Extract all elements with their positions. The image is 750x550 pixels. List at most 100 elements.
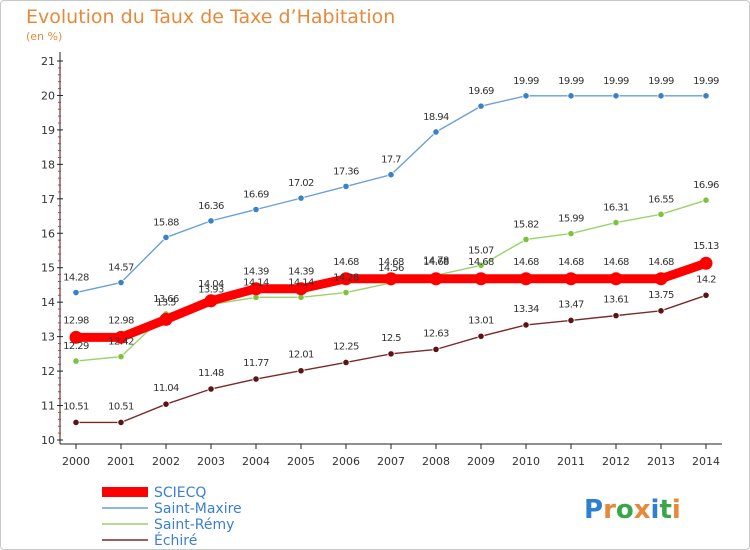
- x-tick-label: 2003: [197, 455, 225, 468]
- logo-letter: r: [603, 495, 616, 525]
- data-label-1: 17.02: [288, 178, 314, 189]
- data-label-1: 19.99: [603, 76, 629, 87]
- data-point-1: [252, 205, 260, 214]
- data-point-1: [477, 102, 485, 110]
- data-label-0: 14.39: [288, 267, 314, 278]
- data-point-3: [522, 321, 530, 329]
- data-label-1: 18.94: [423, 112, 449, 123]
- data-point-3: [117, 418, 125, 427]
- logo-letter: i: [672, 495, 681, 525]
- data-label-0: 14.68: [378, 257, 404, 268]
- x-tick-label: 2006: [332, 455, 360, 468]
- data-label-1: 19.99: [558, 76, 584, 87]
- data-label-2: 14.78: [423, 255, 449, 266]
- data-label-1: 19.99: [648, 76, 674, 87]
- data-label-2: 12.42: [108, 337, 134, 348]
- data-label-1: 16.69: [243, 189, 269, 200]
- data-point-sciecq: [384, 272, 398, 286]
- data-label-2: 14.14: [288, 277, 314, 288]
- data-label-0: 13.5: [156, 297, 176, 308]
- legend-label-2: Saint-Rémy: [154, 517, 234, 533]
- data-point-sciecq: [69, 330, 83, 344]
- data-label-3: 12.63: [423, 328, 449, 339]
- data-point-sciecq: [474, 272, 488, 286]
- data-label-0: 14.04: [198, 279, 224, 290]
- data-point-3: [612, 312, 620, 320]
- data-label-3: 12.01: [288, 350, 314, 361]
- logo-letter: i: [651, 495, 660, 525]
- data-label-1: 14.57: [108, 263, 134, 274]
- data-label-3: 10.51: [63, 401, 89, 412]
- data-point-1: [702, 92, 710, 100]
- x-tick-label: 2004: [242, 455, 270, 468]
- data-point-3: [72, 418, 80, 427]
- data-point-2: [702, 196, 710, 204]
- data-label-1: 19.99: [513, 76, 539, 87]
- series-layer: [69, 92, 713, 427]
- data-point-1: [387, 171, 395, 179]
- y-tick-label: 13: [41, 331, 55, 344]
- data-label-2: 15.82: [513, 219, 539, 230]
- data-label-2: 14.56: [378, 263, 404, 274]
- x-tick-label: 2012: [602, 455, 630, 468]
- data-label-1: 14.28: [63, 273, 89, 284]
- data-label-1: 15.88: [153, 217, 179, 228]
- data-label-2: 15.99: [558, 214, 584, 225]
- x-tick-label: 2002: [152, 455, 180, 468]
- data-point-3: [657, 307, 665, 315]
- data-label-2: 14.28: [333, 273, 359, 284]
- data-label-2: 12.29: [63, 341, 89, 352]
- data-label-3: 13.01: [468, 315, 494, 326]
- data-label-0: 14.68: [423, 257, 449, 268]
- legend-label-3: Échiré: [154, 532, 197, 549]
- data-label-0: 14.68: [513, 257, 539, 268]
- data-point-3: [477, 332, 485, 340]
- data-point-3: [702, 291, 710, 299]
- data-point-sciecq: [159, 312, 173, 326]
- y-tick-label: 15: [41, 262, 55, 275]
- y-tick-label: 19: [41, 124, 55, 137]
- data-point-sciecq: [564, 272, 578, 286]
- data-point-2: [72, 357, 80, 365]
- data-label-3: 13.75: [648, 290, 674, 301]
- logo-text: Proxiti: [584, 495, 681, 525]
- y-tick-label: 11: [41, 400, 55, 413]
- data-point-1: [432, 128, 440, 136]
- data-label-0: 14.39: [243, 267, 269, 278]
- data-point-1: [657, 92, 665, 100]
- data-label-0: 14.68: [468, 257, 494, 268]
- y-tick-label: 18: [41, 158, 55, 171]
- data-label-3: 10.51: [108, 401, 134, 412]
- data-point-3: [387, 350, 395, 358]
- data-point-3: [342, 358, 350, 367]
- data-point-sciecq: [699, 256, 713, 270]
- logo-letter: o: [616, 495, 634, 525]
- data-label-3: 12.5: [381, 333, 401, 344]
- data-point-sciecq: [204, 294, 218, 308]
- data-label-0: 14.68: [333, 257, 359, 268]
- axes: 10 11 12 13 14 15 16 17 18 19 20 21 2000 2001 2002 2003…: [41, 52, 722, 468]
- data-point-1: [162, 233, 170, 242]
- data-label-2: 13.93: [198, 285, 224, 296]
- data-point-sciecq: [654, 272, 668, 286]
- data-label-0: 14.68: [648, 257, 674, 268]
- proxiti-logo: Proxiti: [584, 495, 681, 525]
- data-label-3: 14.2: [696, 274, 716, 285]
- data-label-0: 14.68: [558, 257, 584, 268]
- data-point-2: [612, 218, 620, 227]
- x-tick-label: 2001: [107, 455, 135, 468]
- data-point-1: [522, 92, 530, 100]
- data-point-2: [477, 261, 485, 269]
- data-point-1: [342, 182, 350, 191]
- data-point-sciecq: [609, 272, 623, 286]
- data-point-sciecq: [294, 282, 308, 296]
- x-tick-label: 2010: [512, 455, 540, 468]
- data-point-3: [297, 367, 305, 375]
- data-label-2: 13.66: [153, 294, 179, 305]
- chart-title: Evolution du Taux de Taxe d’Habitation: [26, 6, 396, 28]
- data-label-0: 15.13: [693, 241, 719, 252]
- data-point-3: [432, 345, 440, 353]
- data-label-3: 12.25: [333, 341, 359, 352]
- data-label-0: 12.98: [63, 315, 89, 326]
